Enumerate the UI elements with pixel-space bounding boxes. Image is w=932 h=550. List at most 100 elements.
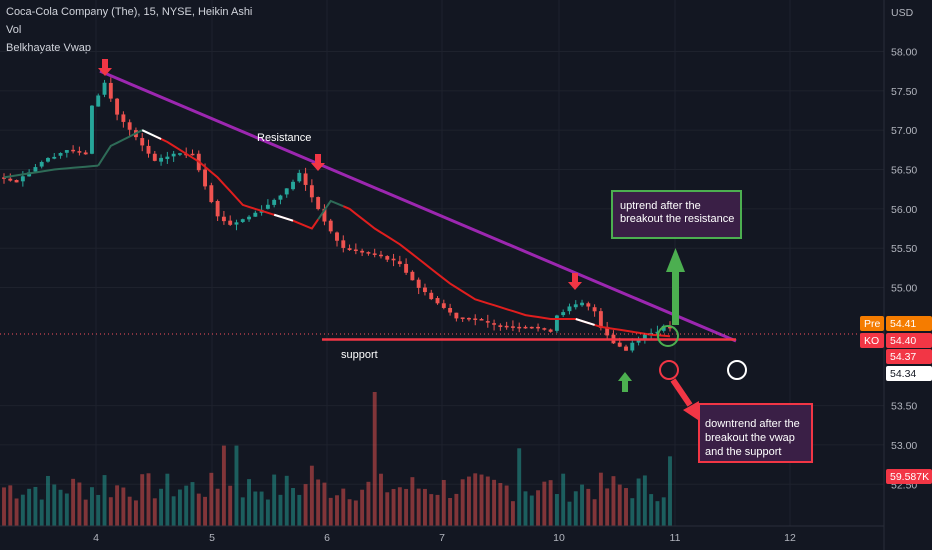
volume-indicator-label[interactable]: Vol: [6, 24, 22, 36]
resistance-label: Resistance: [257, 132, 311, 144]
volume-bar: [177, 489, 182, 526]
candle-body: [485, 321, 490, 323]
volume-bar: [397, 487, 402, 526]
volume-bar: [8, 485, 13, 526]
candle-body: [309, 185, 314, 198]
y-tick-label: 55.00: [891, 283, 917, 295]
candle-body: [265, 204, 270, 209]
volume-bar: [196, 493, 201, 526]
candle-body: [152, 153, 157, 161]
candle-body: [404, 263, 409, 273]
downtrend-text-1: downtrend after the: [705, 418, 800, 430]
volume-bar: [2, 487, 6, 526]
arrow-head: [311, 163, 325, 171]
volume-bar: [152, 498, 157, 526]
volume-bar: [416, 488, 421, 526]
vwap-highlight: [575, 318, 595, 326]
volume-bar: [278, 494, 283, 526]
volume-bar: [115, 485, 120, 526]
candle-body: [624, 346, 628, 351]
candle-body: [71, 149, 76, 152]
candle-body: [159, 157, 164, 162]
volume-bar: [39, 499, 44, 526]
y-tick-label: 57.00: [891, 125, 917, 137]
candle-body: [567, 306, 572, 312]
y-tick-label: 53.00: [891, 440, 917, 452]
volume-bar: [473, 473, 478, 526]
uptrend-arrow-head: [666, 248, 685, 272]
volume-bar: [247, 479, 251, 526]
candle-body: [466, 317, 471, 320]
price-axis-bg: [884, 0, 932, 550]
volume-value-badge-text: 59.587K: [890, 471, 929, 483]
vwap-line: [317, 199, 344, 220]
candle-body: [297, 172, 302, 182]
candle-body: [316, 197, 321, 210]
ko-value-badge-text: 54.40: [890, 335, 916, 347]
volume-bar: [121, 487, 126, 526]
candle-body: [52, 156, 57, 159]
volume-bar: [190, 482, 195, 526]
candle-body: [291, 181, 295, 190]
vwap-line: [342, 205, 671, 338]
vwap-highlight: [273, 213, 294, 222]
volume-bar: [523, 491, 528, 526]
volume-bar: [347, 499, 352, 526]
volume-bar: [542, 481, 547, 526]
volume-bar: [636, 478, 641, 526]
vwap-value-badge: 54.37: [886, 349, 932, 364]
volume-value-badge: 59.587K: [886, 469, 932, 484]
volume-bar: [71, 478, 76, 526]
candle-body: [454, 312, 459, 319]
candle-body: [655, 331, 660, 334]
candle-body: [554, 315, 559, 331]
volume-bar: [668, 456, 672, 526]
volume-bar: [498, 483, 503, 526]
candle-body: [20, 176, 25, 182]
volume-bar: [510, 501, 515, 526]
candle-body: [335, 232, 339, 241]
candle-body: [203, 169, 208, 187]
volume-bar: [366, 481, 371, 526]
vwap-line: [97, 129, 156, 167]
y-tick-label: 55.50: [891, 243, 917, 255]
candle-body: [561, 312, 566, 316]
ko-label-badge: KO: [860, 333, 884, 348]
candle-body: [96, 95, 101, 107]
candle-body: [2, 177, 6, 179]
volume-bar: [586, 488, 591, 526]
volume-bar: [379, 473, 383, 526]
volume-bar: [259, 491, 264, 526]
candles: [2, 77, 672, 353]
volume-bar: [435, 494, 440, 526]
volume-bar: [429, 494, 434, 526]
vwap-value-badge-bg: [886, 349, 932, 364]
volume-bar: [90, 487, 94, 526]
volume-bar: [133, 500, 138, 526]
candle-body: [429, 292, 434, 300]
y-tick-label: 56.50: [891, 165, 917, 177]
x-tick-label: 4: [93, 532, 99, 544]
volume-bar: [171, 496, 176, 526]
volume-bar: [221, 445, 226, 526]
volume-bar: [14, 498, 19, 526]
volume-bar: [341, 488, 346, 526]
volume-bars: [2, 392, 672, 526]
candle-body: [385, 256, 390, 260]
candle-body: [479, 319, 484, 321]
volume-bar: [291, 488, 295, 526]
volume-bar: [228, 485, 233, 526]
candle-body: [548, 329, 553, 332]
candle-body: [592, 307, 597, 312]
candle-body: [90, 105, 94, 154]
candle-body: [460, 317, 465, 319]
y-tick-label: 57.50: [891, 86, 917, 98]
uptrend-box: [611, 190, 742, 239]
candle-body: [448, 308, 453, 313]
volume-bar: [360, 489, 365, 526]
candle-body: [630, 342, 635, 351]
